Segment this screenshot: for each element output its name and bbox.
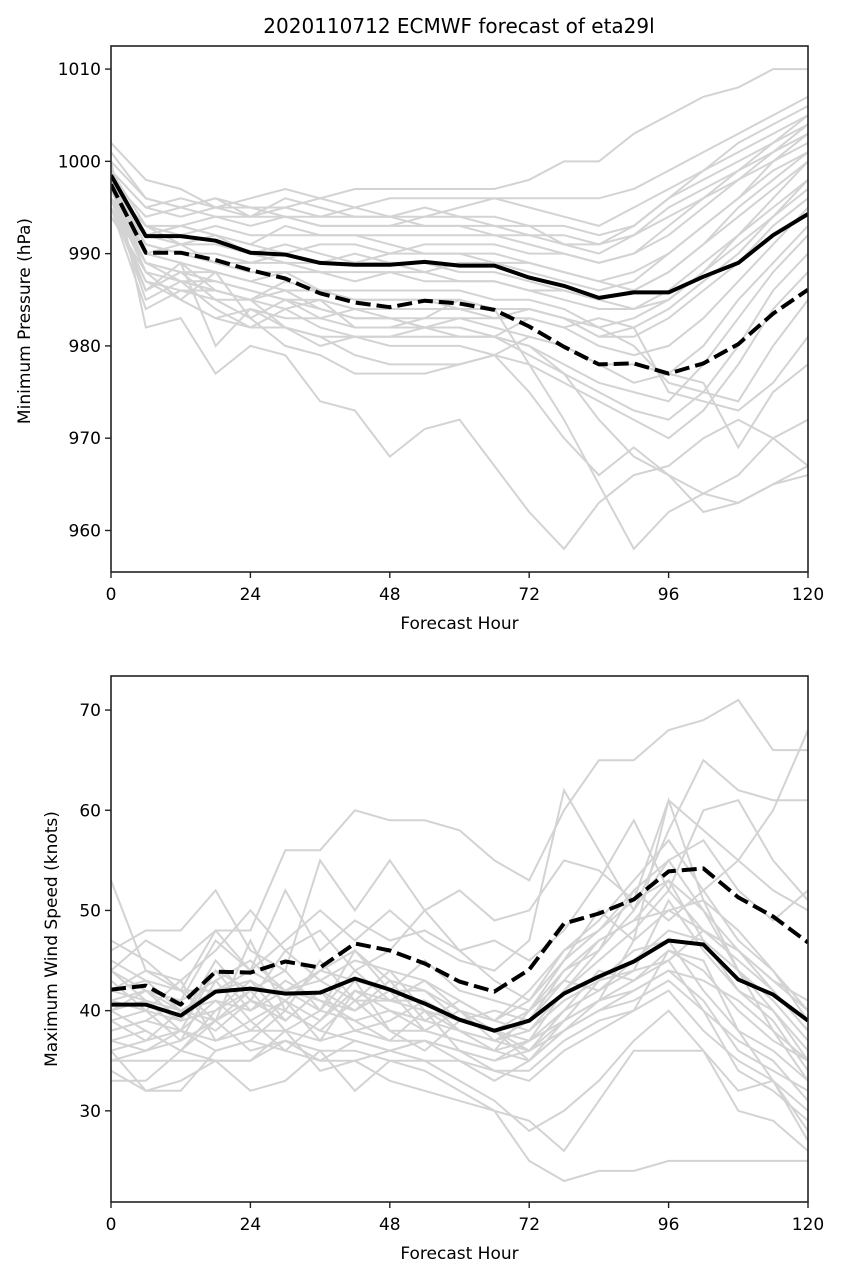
chart-title: 2020110712 ECMWF forecast of eta29l (263, 14, 654, 38)
pressure-ensemble-member-line (111, 132, 808, 255)
pressure-ensemble-member-line (111, 160, 808, 301)
wind-y-tick-label: 30 (79, 1102, 101, 1122)
pressure-y-tick-label: 960 (69, 521, 101, 541)
wind-ensemble-members (111, 698, 808, 1183)
wind-y-axis-label: Maximum Wind Speed (knots) (42, 811, 62, 1067)
wind-ensemble-member-line (111, 969, 808, 1062)
pressure-ensemble-member-line (111, 68, 808, 209)
wind-ensemble-member-line (111, 899, 808, 1033)
wind-main-series (111, 866, 808, 1033)
pressure-ensemble-member-line (111, 197, 808, 514)
wind-ensemble-member-line (111, 698, 808, 992)
pressure-ensemble-member-line (111, 95, 808, 218)
wind-x-tick-label: 120 (792, 1215, 824, 1235)
pressure-y-tick-label: 970 (69, 429, 101, 449)
pressure-ensemble-member-line (111, 114, 808, 264)
wind-x-tick-label: 24 (240, 1215, 262, 1235)
wind-y-tick-label: 60 (79, 801, 101, 821)
pressure-y-tick-label: 980 (69, 337, 101, 357)
pressure-x-tick-label: 0 (106, 585, 117, 605)
pressure-x-axis-label: Forecast Hour (400, 614, 518, 634)
pressure-y-axis: 960 970 980 990 1000 1010 (58, 60, 111, 541)
pressure-y-tick-label: 1000 (58, 152, 101, 172)
pressure-ensemble-member-line (111, 188, 808, 329)
wind-deterministic-line (111, 866, 808, 1007)
pressure-x-axis: 0 24 48 72 96 120 (106, 572, 824, 605)
wind-ensemble-member-line (111, 729, 808, 973)
pressure-mean-line (111, 174, 808, 300)
wind-y-tick-label: 50 (79, 901, 101, 921)
wind-x-axis-label: Forecast Hour (400, 1244, 518, 1264)
wind-mean-line (111, 938, 808, 1033)
wind-y-tick-label: 40 (79, 1002, 101, 1022)
wind-y-axis: 30 40 50 60 70 (79, 701, 111, 1122)
wind-x-tick-label: 72 (518, 1215, 540, 1235)
wind-ensemble-member-line (111, 929, 808, 1052)
pressure-plot-frame (110, 45, 809, 573)
pressure-ensemble-member-line (111, 216, 808, 403)
wind-x-tick-label: 0 (106, 1215, 117, 1235)
pressure-panel: 0 24 48 72 96 120 960 970 980 990 1000 1010 Foreca… (15, 45, 824, 634)
pressure-ensemble-member-line (111, 123, 808, 237)
wind-ensemble-member-line (111, 879, 808, 1022)
pressure-x-tick-label: 48 (379, 585, 401, 605)
wind-y-tick-label: 70 (79, 701, 101, 721)
wind-ensemble-member-line (111, 1029, 808, 1183)
wind-x-tick-label: 48 (379, 1215, 401, 1235)
pressure-ensemble-member-line (111, 105, 808, 246)
pressure-y-tick-label: 1010 (58, 60, 101, 80)
wind-ensemble-member-line (111, 1049, 808, 1153)
pressure-ensemble-member-line (111, 179, 808, 338)
pressure-x-tick-label: 24 (240, 585, 262, 605)
wind-ensemble-member-line (111, 838, 808, 1002)
pressure-x-tick-label: 96 (658, 585, 680, 605)
wind-ensemble-member-line (111, 959, 808, 1122)
pressure-ensemble-member-line (111, 151, 808, 292)
wind-ensemble-member-line (111, 1009, 808, 1152)
pressure-x-tick-label: 72 (518, 585, 540, 605)
pressure-ensemble-member-line (111, 161, 808, 551)
wind-x-axis: 0 24 48 72 96 120 (106, 1202, 824, 1235)
wind-ensemble-member-line (111, 796, 808, 1082)
pressure-y-tick-label: 990 (69, 245, 101, 265)
wind-panel: 0 24 48 72 96 120 30 40 50 60 70 Forecast Hour Ma… (42, 675, 824, 1264)
pressure-ensemble-member-line (111, 197, 808, 412)
pressure-y-axis-label: Minimum Pressure (hPa) (15, 218, 35, 424)
pressure-ensemble-members (111, 68, 808, 551)
pressure-x-tick-label: 120 (792, 585, 824, 605)
pressure-ensemble-member-line (111, 114, 808, 227)
wind-plot-frame (110, 675, 809, 1203)
pressure-ensemble-member-line (111, 207, 808, 440)
wind-ensemble-member-line (111, 898, 808, 1052)
pressure-ensemble-member-line (111, 188, 808, 504)
wind-ensemble-member-line (111, 758, 808, 973)
wind-x-tick-label: 96 (658, 1215, 680, 1235)
pressure-deterministic-line (111, 183, 808, 376)
pressure-main-series (111, 174, 808, 376)
pressure-ensemble-member-line (111, 207, 808, 384)
wind-ensemble-member-line (111, 949, 808, 1062)
